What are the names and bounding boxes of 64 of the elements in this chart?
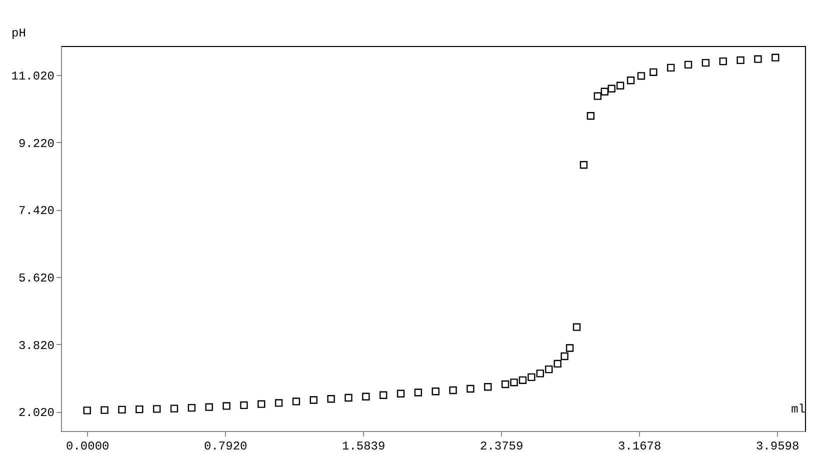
point: [136, 405, 144, 414]
point: [572, 323, 581, 331]
x-tick-label: 0.0000: [66, 440, 110, 454]
point: [545, 365, 553, 374]
point: [222, 402, 230, 410]
x-tick-label: 3.1678: [618, 440, 662, 454]
point: [501, 380, 510, 388]
point: [637, 72, 646, 80]
point: [528, 373, 536, 382]
point: [240, 401, 248, 410]
point: [566, 344, 574, 352]
x-tick-label: 1.5839: [342, 440, 386, 454]
point: [666, 64, 675, 72]
point: [414, 388, 422, 396]
y-tick-label: 5.620: [18, 272, 54, 286]
y-tick-label: 11.020: [11, 70, 54, 84]
point: [594, 92, 602, 100]
point: [702, 58, 710, 67]
point: [396, 390, 405, 398]
point: [600, 88, 608, 96]
point: [466, 384, 474, 393]
point: [274, 399, 283, 407]
y-tick-label: 3.820: [18, 338, 54, 353]
x-axis-title: ml: [791, 402, 806, 416]
point: [292, 398, 300, 406]
point: [344, 394, 352, 402]
x-tick-label: 2.3759: [480, 440, 524, 454]
point: [626, 76, 635, 84]
point: [362, 392, 370, 400]
y-tick-label: 9.220: [18, 136, 54, 151]
point: [736, 56, 744, 64]
point: [554, 360, 562, 368]
point: [560, 352, 568, 360]
point: [449, 386, 457, 394]
point: [772, 54, 780, 62]
x-tick-label: 3.9598: [756, 440, 800, 454]
point: [380, 391, 388, 399]
y-tick-label: 7.420: [18, 204, 54, 218]
point: [83, 406, 91, 414]
point: [152, 405, 161, 413]
point: [432, 388, 440, 396]
point: [580, 161, 588, 169]
point: [586, 112, 595, 120]
point: [510, 378, 518, 386]
point: [608, 84, 616, 92]
y-tick-label: 2.020: [18, 406, 54, 420]
point: [310, 396, 318, 404]
point: [188, 404, 196, 412]
point: [205, 403, 213, 411]
point: [616, 82, 624, 90]
point: [327, 395, 335, 403]
point: [484, 383, 492, 391]
point: [536, 370, 544, 378]
point: [650, 68, 658, 76]
point: [684, 60, 692, 69]
x-tick-label: 0.7920: [204, 440, 248, 454]
y-axis-title: pH: [12, 26, 26, 40]
point: [754, 55, 762, 63]
point: [518, 376, 527, 384]
point: [100, 406, 108, 414]
point: [118, 406, 126, 414]
point: [170, 404, 178, 412]
point: [719, 57, 727, 66]
point: [258, 400, 266, 408]
